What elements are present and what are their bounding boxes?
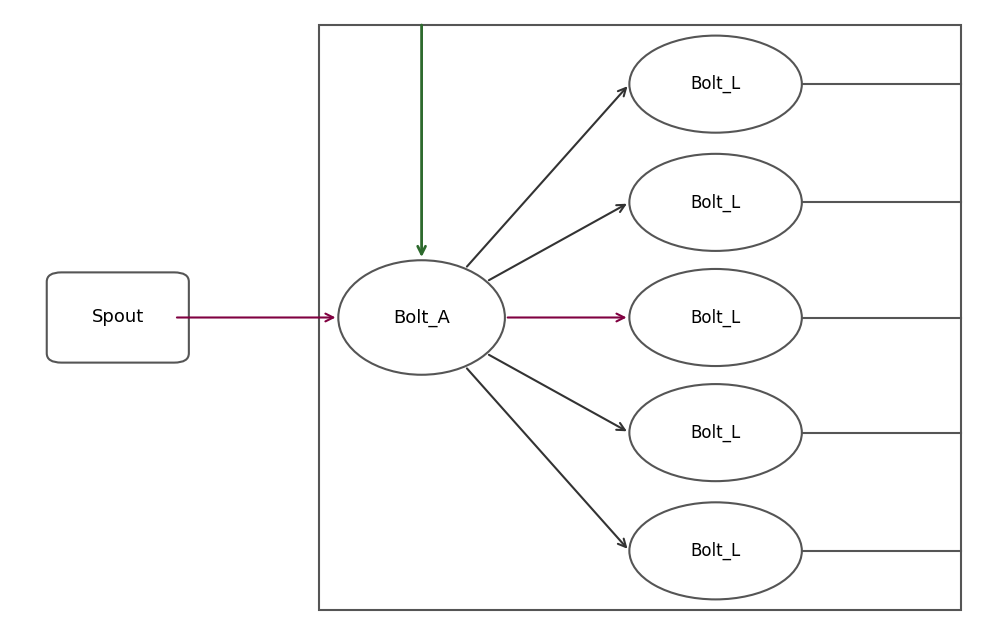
Ellipse shape [629,36,802,133]
Ellipse shape [338,260,505,375]
FancyBboxPatch shape [47,272,189,363]
Text: Bolt_L: Bolt_L [690,309,741,326]
Ellipse shape [629,502,802,599]
Text: Bolt_L: Bolt_L [690,75,741,93]
Text: Bolt_L: Bolt_L [690,193,741,211]
Text: Bolt_L: Bolt_L [690,542,741,560]
Text: Spout: Spout [92,309,144,326]
Ellipse shape [629,154,802,251]
Ellipse shape [629,269,802,366]
Ellipse shape [629,384,802,481]
Text: Bolt_L: Bolt_L [690,424,741,442]
Text: Bolt_A: Bolt_A [393,309,450,326]
